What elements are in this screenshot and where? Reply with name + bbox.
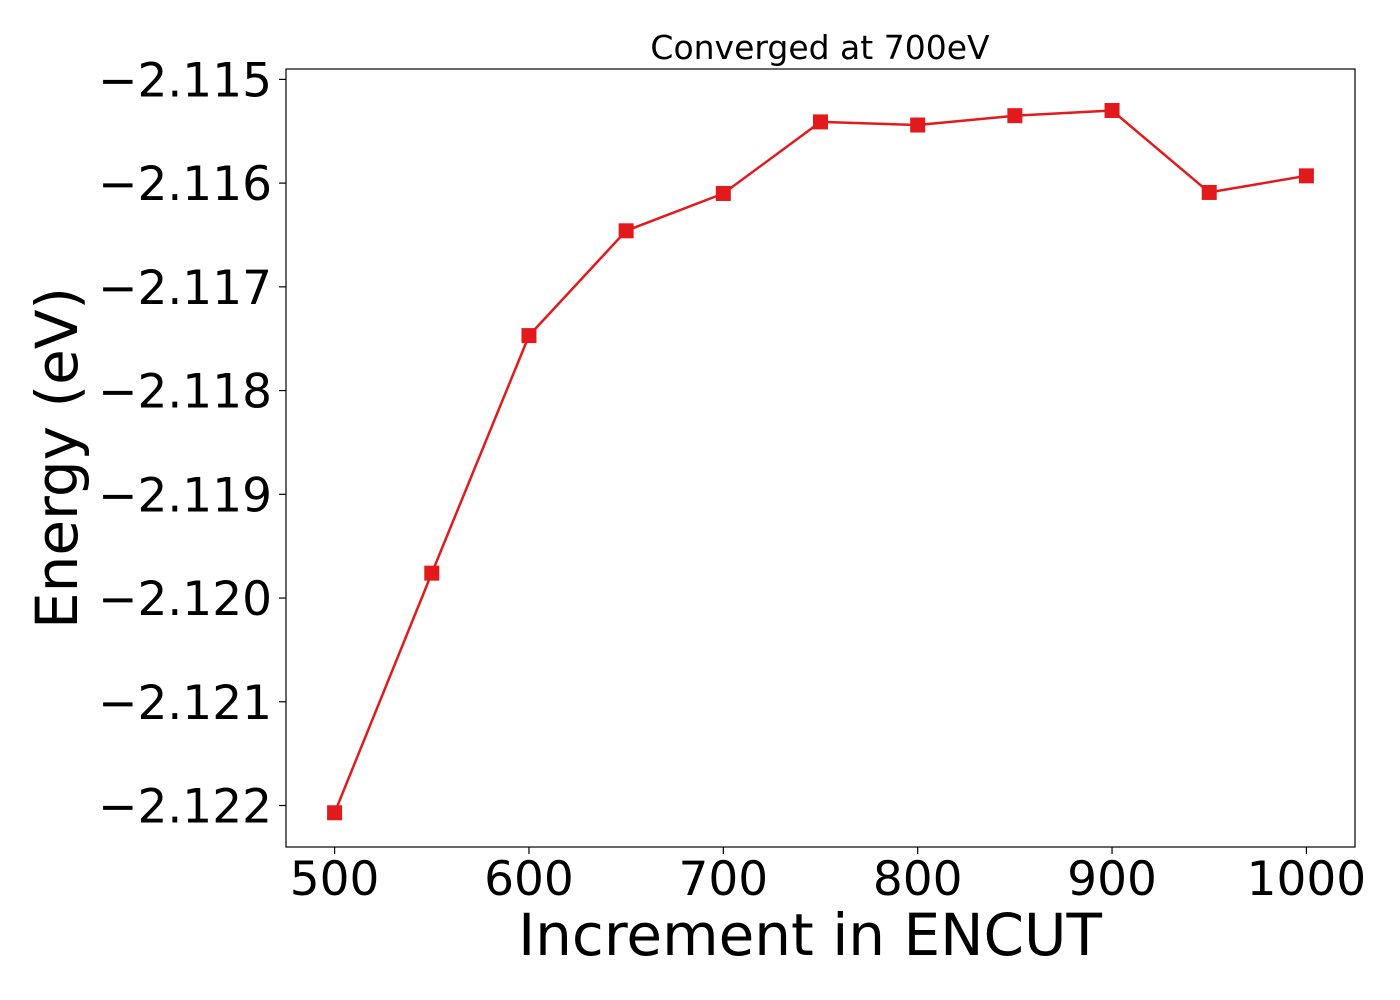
y-axis-title: Energy (eV) xyxy=(23,287,91,629)
y-tick-label: −2.120 xyxy=(98,572,272,627)
data-point xyxy=(1201,184,1217,200)
x-axis-title: Increment in ENCUT xyxy=(518,901,1102,969)
y-tick-label: −2.121 xyxy=(98,676,272,731)
x-tick-label: 900 xyxy=(1067,852,1157,907)
series-line xyxy=(333,109,1307,814)
data-point xyxy=(813,114,828,130)
x-tick-label: 1000 xyxy=(1247,852,1367,907)
data-point xyxy=(1007,108,1023,124)
data-point xyxy=(327,805,343,821)
data-point xyxy=(715,185,731,201)
chart-title: Converged at 700eV xyxy=(650,28,990,67)
y-tick-label: −2.122 xyxy=(98,780,272,835)
x-tick-label: 500 xyxy=(290,852,380,907)
plot-frame xyxy=(285,68,1356,848)
x-tick-label: 600 xyxy=(484,852,574,907)
y-tick-label: −2.117 xyxy=(98,261,272,316)
y-tick-label: −2.118 xyxy=(98,365,272,420)
data-point xyxy=(521,328,537,344)
data-point xyxy=(1298,168,1314,184)
data-point xyxy=(910,117,926,133)
y-axis: −2.115 −2.116 −2.117 −2.118 −2.119 −2.120 −2.1… xyxy=(98,53,286,835)
y-tick-label: −2.115 xyxy=(98,53,272,108)
x-tick-label: 800 xyxy=(873,852,963,907)
data-point xyxy=(618,223,634,239)
y-tick-label: −2.119 xyxy=(98,468,272,523)
y-tick-label: −2.116 xyxy=(98,157,272,212)
series-layer xyxy=(327,102,1314,821)
data-point xyxy=(1104,102,1120,118)
x-axis: 500 600 700 800 900 1000 xyxy=(290,847,1366,907)
x-tick-label: 700 xyxy=(678,852,768,907)
data-point xyxy=(424,565,440,581)
